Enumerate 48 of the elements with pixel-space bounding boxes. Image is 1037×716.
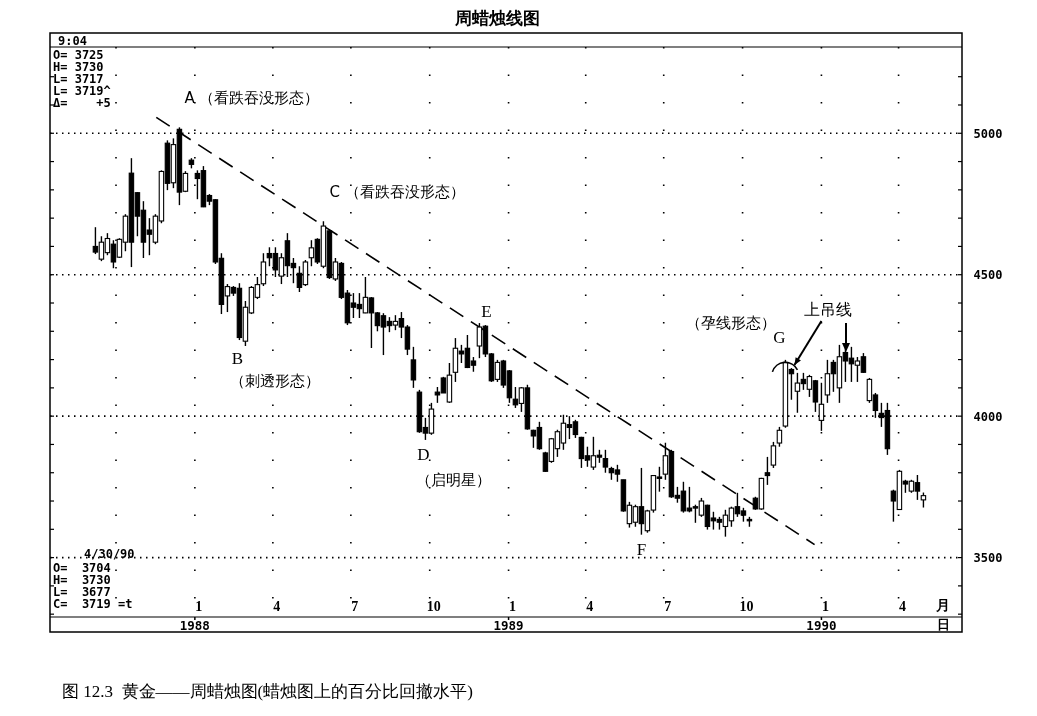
annotation: L= 3677 (53, 585, 111, 599)
annotation: 4/30/90 (84, 547, 135, 561)
annotation: O= 3704 (53, 561, 111, 575)
x-tick-label: 4 (899, 599, 907, 614)
chart-title: 周蜡烛线图 (453, 8, 540, 28)
candlestick (776, 426, 783, 448)
x2-tick-label: 1989 (493, 617, 524, 633)
annotation: G (773, 327, 786, 347)
annotation: C= 3719 =t (53, 597, 133, 611)
caption: 图 12.3 黄金——周蜡烛图(蜡烛图上的百分比回撤水平) (62, 682, 473, 701)
x2-axis-title: 日 (936, 617, 950, 632)
annotation: （孕线形态） (686, 314, 776, 332)
candlestick (602, 449, 609, 474)
annotation: H= 3730 (53, 60, 104, 74)
x-tick-label: 7 (664, 599, 672, 614)
annotation: E (481, 302, 492, 322)
annotation: （刺透形态） (230, 372, 320, 390)
annotation: A （看跌吞没形态） (184, 89, 320, 108)
annotation: F (636, 539, 647, 559)
annotation: （启明星） (416, 471, 491, 489)
annotation: O= 3725 (53, 48, 104, 62)
candlestick (410, 346, 417, 389)
y-tick-label: 3500 (973, 551, 1003, 566)
x-tick-label: 4 (273, 599, 281, 614)
candlestick (770, 441, 777, 469)
y-tick-label: 4000 (973, 409, 1003, 424)
annotation: 上吊线 (804, 300, 853, 320)
annotation: D (417, 444, 430, 464)
x-axis-title: 月 (935, 597, 950, 613)
x-tick-label: 7 (351, 599, 359, 614)
x2-tick-label: 1988 (179, 617, 210, 633)
y-tick-label: 4500 (973, 268, 1003, 283)
annotation: C （看跌吞没形态） (329, 183, 465, 202)
x-tick-label: 1 (195, 599, 203, 614)
annotation: L= 3719^ (53, 84, 111, 98)
x-tick-label: 10 (426, 599, 441, 614)
candlestick (764, 456, 771, 486)
annotation: B (231, 349, 244, 368)
annotation: 9:04 (58, 34, 87, 48)
annotation: Δ= +5 (53, 96, 111, 110)
x2-tick-label: 1990 (806, 617, 837, 633)
annotation: H= 3730 (53, 573, 111, 587)
x-tick-label: 10 (739, 599, 754, 614)
x-tick-label: 1 (821, 599, 829, 614)
x-tick-label: 1 (509, 599, 517, 614)
annotation: L= 3717 (53, 72, 104, 86)
x-tick-label: 4 (586, 599, 594, 614)
y-tick-label: 5000 (973, 126, 1003, 141)
